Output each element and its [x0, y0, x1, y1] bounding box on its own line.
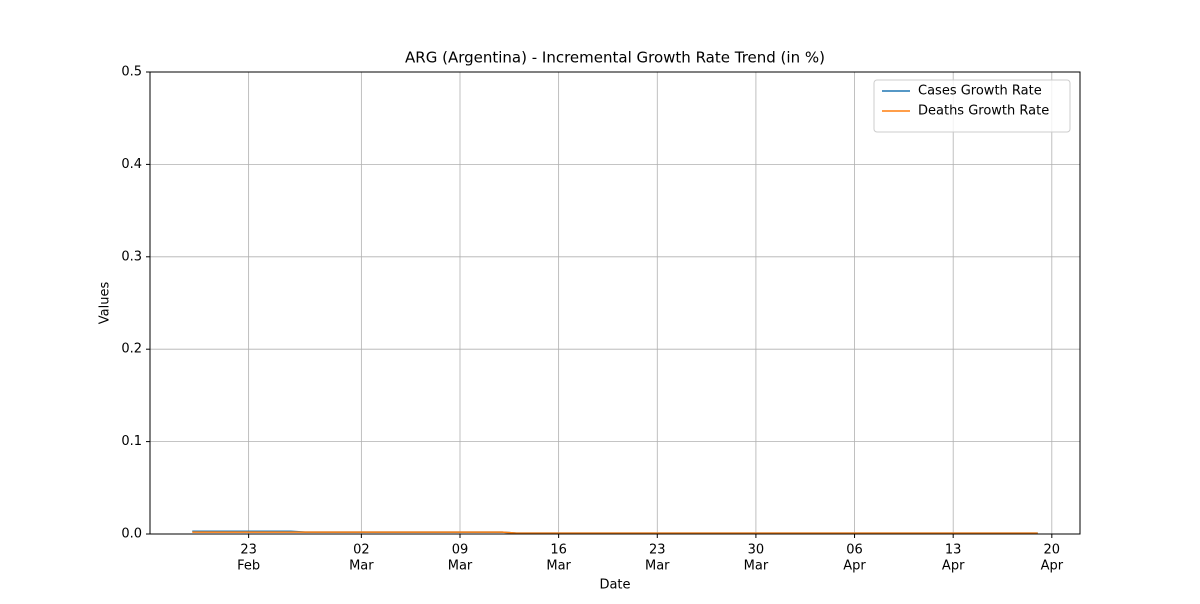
x-tick-label: Apr	[1041, 559, 1064, 574]
y-tick-label: 0.4	[121, 157, 142, 172]
legend-label: Deaths Growth Rate	[918, 104, 1049, 119]
y-tick-label: 0.5	[121, 65, 142, 80]
x-tick-label: 13	[945, 543, 962, 558]
x-tick-label: 09	[452, 543, 469, 558]
x-tick-label: Mar	[546, 559, 571, 574]
y-tick-label: 0.3	[121, 249, 142, 264]
x-tick-label: Mar	[645, 559, 670, 574]
x-tick-label: 23	[649, 543, 666, 558]
x-tick-label: Mar	[448, 559, 473, 574]
y-tick-label: 0.2	[121, 342, 142, 357]
x-tick-label: 06	[846, 543, 863, 558]
series-line	[192, 531, 1038, 534]
y-tick-label: 0.0	[121, 527, 142, 542]
x-tick-label: 16	[550, 543, 567, 558]
legend-label: Cases Growth Rate	[918, 84, 1042, 99]
x-axis-label: Date	[599, 578, 630, 593]
x-tick-label: Apr	[942, 559, 965, 574]
chart-title: ARG (Argentina) - Incremental Growth Rat…	[405, 49, 825, 67]
x-tick-label: 30	[748, 543, 765, 558]
legend-box	[873, 79, 1071, 133]
x-tick-label: Apr	[843, 559, 866, 574]
x-tick-label: Mar	[349, 559, 374, 574]
y-axis-label: Values	[98, 282, 113, 325]
plot-frame	[149, 71, 1081, 535]
x-tick-label: Feb	[237, 559, 260, 574]
x-tick-label: 20	[1044, 543, 1061, 558]
x-tick-label: 23	[240, 543, 257, 558]
x-tick-label: 02	[353, 543, 370, 558]
x-tick-label: Mar	[744, 559, 769, 574]
y-tick-label: 0.1	[121, 434, 142, 449]
